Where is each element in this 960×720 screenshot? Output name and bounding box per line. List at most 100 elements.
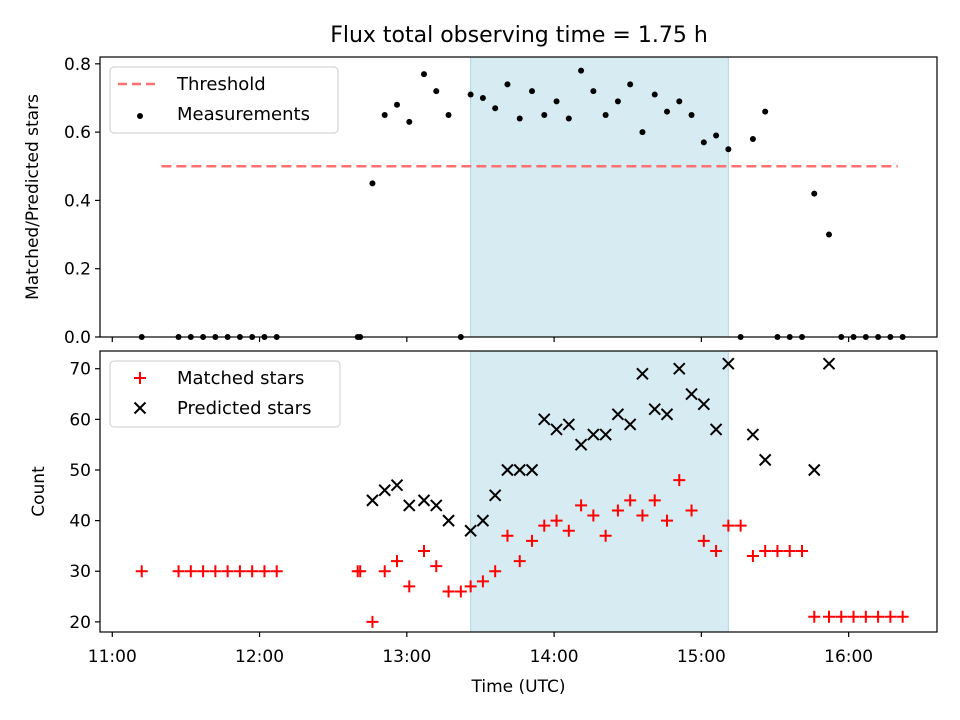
matched-point (611, 504, 624, 517)
predicted-point (611, 408, 625, 421)
measurement-point (639, 129, 646, 136)
matched-point (673, 474, 686, 487)
predicted-point (550, 423, 563, 436)
matched-point (759, 544, 772, 557)
predicted-point (562, 418, 576, 431)
matched-point (391, 555, 403, 568)
legend-measurement-swatch (137, 113, 143, 119)
matched-point (697, 534, 710, 547)
predicted-point (525, 463, 539, 477)
matched-point (661, 514, 673, 527)
matched-point (796, 544, 808, 557)
matched-point (464, 580, 477, 593)
matched-point (378, 565, 391, 578)
matched-point (823, 610, 835, 623)
predicted-point (538, 413, 551, 426)
x-tick-label: 16:00 (824, 647, 873, 667)
predicted-point (378, 484, 391, 497)
measurement-point (492, 105, 499, 112)
predicted-point (430, 499, 443, 512)
predicted-point (417, 494, 431, 507)
measurement-point (565, 115, 572, 122)
measurement-point (479, 94, 486, 101)
matched-point (835, 610, 848, 623)
x-tick-label: 12:00 (235, 647, 284, 667)
x-tick-label: 11:00 (88, 647, 137, 667)
measurement-point (369, 180, 376, 187)
matched-point (366, 615, 379, 628)
predicted-point (403, 499, 416, 512)
x-tick-label: 15:00 (677, 647, 726, 667)
matched-point (489, 565, 502, 578)
matched-point (258, 565, 271, 578)
top-observing-window (470, 56, 729, 338)
measurement-point (614, 98, 621, 105)
predicted-point (599, 428, 612, 441)
y-tick-label: 30 (69, 562, 91, 582)
bottom-panel: 20 30 40 50 60 70 11:00 12:00 13:00 14:00 15:00 16:… (29, 350, 938, 697)
measurement-point (602, 112, 609, 119)
matched-point (884, 610, 897, 623)
matched-point (636, 509, 649, 522)
matched-point (624, 494, 637, 507)
measurement-point (467, 91, 474, 98)
predicted-point (574, 438, 588, 451)
chart-title: Flux total observing time = 1.75 h (330, 23, 708, 48)
matched-point (872, 610, 885, 623)
predicted-point (501, 463, 514, 477)
matched-point (722, 519, 735, 532)
matched-point (526, 534, 538, 547)
y-tick-label: 0.6 (64, 123, 91, 143)
predicted-point (513, 463, 526, 477)
measurement-point (421, 71, 427, 78)
bottom-observing-window (470, 350, 729, 633)
measurement-point (433, 88, 440, 95)
measurement-point (541, 112, 548, 119)
measurement-point (713, 132, 720, 139)
bottom-series-matched (135, 474, 909, 628)
measurement-point (504, 81, 511, 88)
measurement-point (725, 146, 732, 153)
matched-point (442, 585, 455, 598)
measurement-point (578, 67, 585, 74)
predicted-point (366, 494, 379, 507)
bottom-series-predicted (366, 357, 836, 537)
matched-point (771, 544, 784, 557)
legend-label: Predicted stars (177, 398, 311, 419)
predicted-point (685, 387, 698, 401)
measurement-point (590, 88, 597, 95)
predicted-point (746, 428, 760, 441)
measurement-point (529, 88, 535, 95)
matched-point (476, 575, 489, 588)
measurement-point (445, 112, 452, 119)
predicted-point (758, 453, 772, 467)
measurement-point (627, 81, 634, 88)
legend-predicted-swatch (133, 401, 147, 415)
predicted-point (636, 367, 649, 380)
matched-point (418, 544, 430, 557)
measurement-point (394, 101, 400, 108)
matched-point (847, 610, 860, 623)
measurement-point (826, 231, 832, 238)
bottom-y-axis-label: Count (29, 466, 49, 517)
measurement-point (553, 98, 560, 105)
predicted-point (464, 524, 477, 537)
predicted-point (808, 463, 821, 477)
predicted-point (660, 408, 674, 421)
predicted-point (722, 357, 735, 370)
legend-matched-swatch (134, 372, 146, 384)
measurement-point (688, 112, 695, 119)
matched-point (135, 565, 148, 578)
matched-point (746, 550, 759, 563)
predicted-point (390, 478, 404, 492)
matched-point (184, 565, 197, 578)
matched-point (859, 610, 872, 623)
x-axis-label: Time (UTC) (471, 677, 566, 697)
predicted-point (476, 514, 490, 527)
matched-point (501, 529, 514, 542)
predicted-point (673, 362, 686, 375)
top-panel: 0.0 0.2 0.4 0.6 0.8 Matched/Predicted stars Th… (23, 55, 938, 348)
matched-point (783, 544, 796, 557)
predicted-point (587, 428, 600, 441)
